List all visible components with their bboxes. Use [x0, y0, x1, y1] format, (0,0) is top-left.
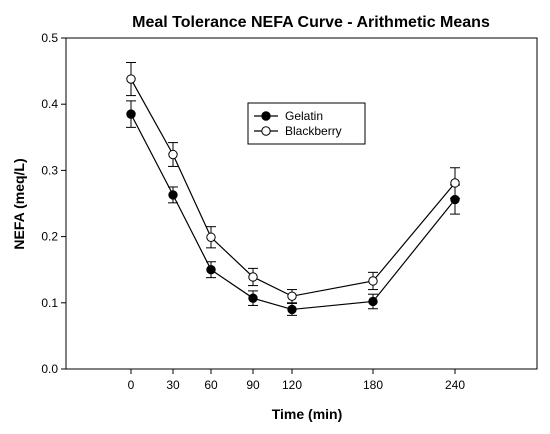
data-point: [168, 190, 178, 200]
data-point: [368, 276, 378, 286]
x-tick-label: 240: [445, 378, 465, 392]
x-tick-label: 60: [204, 378, 218, 392]
x-tick-label: 120: [282, 378, 302, 392]
legend-marker: [261, 111, 271, 121]
legend-item-blackberry: Blackberry: [254, 124, 342, 138]
data-point: [126, 109, 136, 119]
x-tick-label: 90: [246, 378, 260, 392]
data-point: [287, 291, 297, 301]
data-point: [287, 304, 297, 315]
data-point: [248, 293, 258, 303]
series-layer: [126, 61, 460, 316]
data-point: [206, 265, 216, 275]
x-tick-label: 180: [363, 378, 383, 392]
y-tick-label: 0.5: [41, 31, 58, 45]
x-tick-label: 30: [166, 378, 180, 392]
data-point: [126, 74, 136, 84]
x-tick-label: 0: [128, 378, 135, 392]
y-tick-label: 0.1: [41, 296, 58, 310]
legend-marker: [261, 126, 271, 136]
y-tick-label: 0.0: [41, 362, 58, 376]
plot-frame: [65, 37, 538, 370]
y-axis-label: NEFA (meq/L): [11, 158, 27, 249]
data-point: [450, 178, 460, 188]
legend-label: Blackberry: [285, 124, 342, 138]
data-point: [206, 232, 216, 242]
y-tick-label: 0.2: [41, 230, 58, 244]
data-point: [248, 272, 258, 282]
series-blackberry: [126, 61, 460, 304]
y-tick-label: 0.3: [41, 163, 58, 177]
data-point: [368, 296, 378, 307]
series-gelatin: [126, 100, 460, 316]
legend-box: [247, 102, 366, 145]
y-tick-label: 0.4: [41, 97, 58, 111]
x-axis-label: Time (min): [272, 406, 343, 422]
legend-item-gelatin: Gelatin: [254, 109, 323, 123]
chart-title: Meal Tolerance NEFA Curve - Arithmetic M…: [132, 14, 490, 31]
axes: 0.0 0.1 0.2 0.3 0.4 0.5 0 30 60 90 120 180 240: [41, 31, 538, 392]
legend-label: Gelatin: [285, 109, 323, 123]
data-point: [168, 149, 178, 160]
